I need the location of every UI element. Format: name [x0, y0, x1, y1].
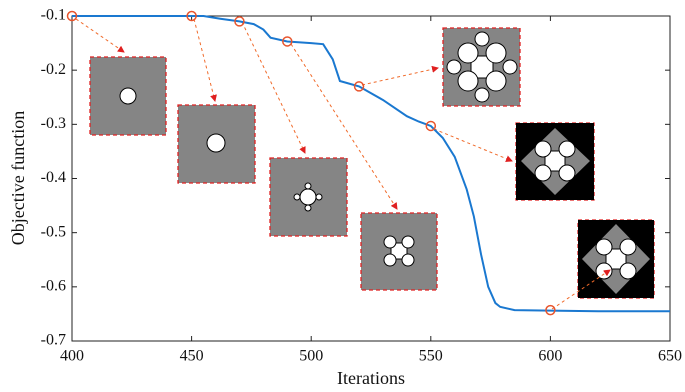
chart: Iterations Objective function 400 450 500 5… — [0, 0, 685, 392]
y-tick-label: -0.1 — [41, 7, 66, 24]
x-tick-label: 450 — [180, 348, 204, 365]
y-tick-label: -0.5 — [41, 223, 66, 240]
x-tick-label: 600 — [538, 348, 562, 365]
y-tick-label: -0.2 — [41, 61, 66, 78]
x-tick-label: 500 — [299, 348, 323, 365]
y-tick-label: -0.3 — [41, 115, 66, 132]
y-tick-label: -0.7 — [41, 332, 66, 349]
x-tick-label: 550 — [419, 348, 443, 365]
x-tick-label: 400 — [60, 348, 84, 365]
x-tick-label: 650 — [658, 348, 682, 365]
y-axis-title: Objective function — [8, 111, 28, 245]
y-tick-label: -0.6 — [41, 278, 66, 295]
y-tick-label: -0.4 — [41, 169, 66, 186]
x-axis-title: Iterations — [337, 368, 405, 388]
insets — [90, 28, 654, 298]
